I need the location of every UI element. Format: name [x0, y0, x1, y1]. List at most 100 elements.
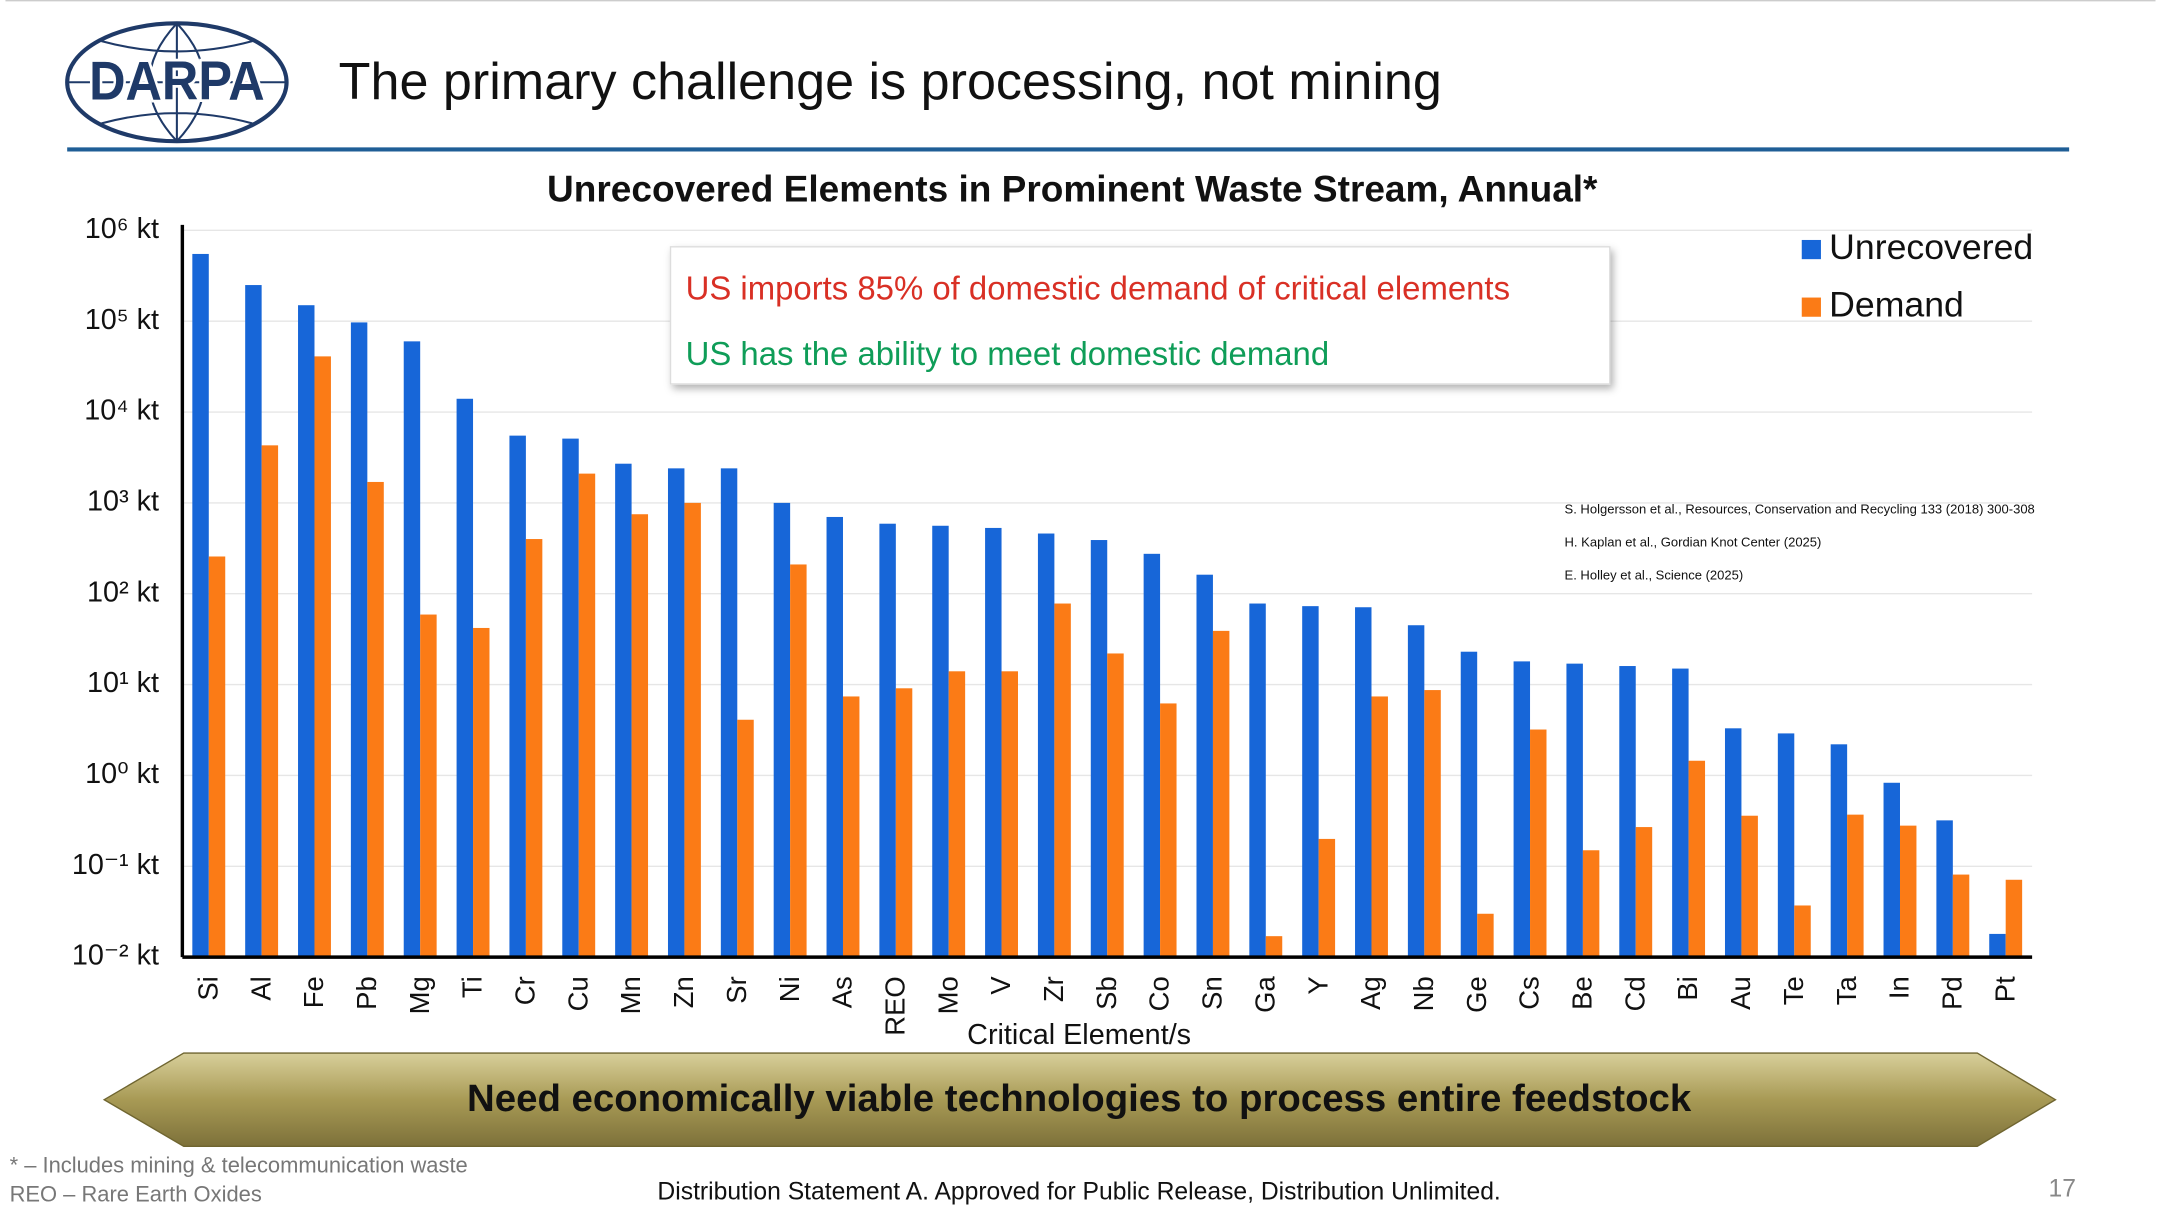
bar	[684, 502, 701, 958]
bar	[932, 525, 949, 958]
page-number: 17	[2049, 1176, 2076, 1203]
x-tick-label: Zn	[668, 976, 699, 1008]
bar	[879, 523, 896, 958]
bar	[773, 502, 791, 958]
bar	[1936, 820, 1953, 958]
x-tick-label: As	[827, 976, 858, 1008]
bar	[2005, 879, 2023, 958]
bar	[208, 556, 226, 958]
x-tick-label: Be	[1567, 976, 1598, 1010]
y-tick-label: 10⁰ kt	[85, 758, 159, 790]
x-tick-label: Sn	[1197, 976, 1228, 1010]
legend-swatch	[1801, 297, 1821, 317]
bar	[895, 688, 913, 958]
x-tick-label: Nb	[1408, 976, 1439, 1011]
bar	[1530, 729, 1547, 958]
bar	[1777, 733, 1795, 958]
distribution-statement: Distribution Statement A. Approved for P…	[657, 1178, 1500, 1205]
bar	[1582, 850, 1600, 958]
bar	[1619, 666, 1636, 958]
bar	[456, 398, 474, 958]
y-tick-label: 10² kt	[87, 576, 159, 608]
bar	[1143, 553, 1161, 958]
y-tick-label: 10⁴ kt	[84, 395, 159, 427]
bar	[1212, 630, 1230, 958]
x-tick-label: V	[985, 976, 1016, 995]
x-tick-label: Bi	[1672, 976, 1703, 1000]
x-tick-label: Fe	[298, 976, 329, 1008]
y-tick-label: 10³ kt	[87, 485, 159, 517]
x-tick-label: Mo	[932, 976, 963, 1014]
bar	[562, 438, 579, 958]
bar	[1302, 606, 1319, 958]
x-tick-label: Ag	[1355, 976, 1386, 1010]
y-tick-label: 10⁵ kt	[85, 304, 159, 336]
bar	[842, 696, 860, 958]
x-tick-label: Al	[245, 976, 276, 1000]
legend-label: Unrecovered	[1829, 227, 2033, 267]
bar	[1883, 782, 1900, 958]
y-tick-label: 10¹ kt	[87, 667, 159, 699]
x-axis-title: Critical Element/s	[967, 1019, 1191, 1051]
bar	[1724, 728, 1742, 958]
bar	[1794, 905, 1811, 958]
bar	[1847, 814, 1864, 958]
bar	[720, 468, 738, 958]
x-tick-label: Sb	[1091, 976, 1122, 1010]
bar	[1196, 574, 1213, 958]
bar	[1830, 744, 1848, 958]
bar	[350, 322, 368, 958]
bar	[578, 473, 596, 958]
bar	[1989, 933, 2006, 958]
bar	[1477, 913, 1494, 958]
bar	[1899, 825, 1917, 958]
bar	[667, 468, 685, 958]
bar	[245, 285, 262, 958]
bar	[192, 253, 209, 958]
bar	[1054, 603, 1071, 958]
bar	[403, 341, 421, 958]
slide-title: The primary challenge is processing, not…	[339, 53, 1442, 111]
bar	[1090, 540, 1108, 958]
bar	[826, 516, 843, 958]
x-tick-label: Cd	[1619, 976, 1650, 1011]
x-tick-label: REO	[879, 976, 910, 1035]
citation: S. Holgersson et al., Resources, Conserv…	[1565, 502, 2035, 517]
bar	[790, 564, 807, 958]
bar	[1265, 936, 1283, 958]
bar	[314, 356, 331, 958]
bar	[1160, 703, 1177, 958]
bar	[1001, 671, 1018, 958]
bar	[1952, 874, 1970, 958]
bar	[1424, 690, 1441, 958]
x-tick-label: Ga	[1249, 976, 1280, 1013]
annotation-box	[669, 246, 1611, 385]
annotation-green: US has the ability to meet domestic dema…	[686, 335, 1330, 372]
bar	[1318, 838, 1336, 958]
citation: E. Holley et al., Science (2025)	[1565, 567, 1744, 582]
annotation-red: US imports 85% of domestic demand of cri…	[686, 269, 1510, 306]
footnote: * – Includes mining & telecommunication …	[10, 1153, 468, 1178]
bar	[948, 671, 966, 958]
x-tick-label: Ni	[774, 976, 805, 1002]
bar	[1741, 815, 1758, 958]
bar	[420, 614, 437, 958]
x-tick-label: Pb	[351, 976, 382, 1010]
legend-label: Demand	[1829, 285, 1964, 325]
x-tick-label: Mn	[615, 976, 646, 1014]
x-tick-label: Cr	[510, 976, 541, 1005]
chart: 10⁻² kt 10⁻¹ kt 10⁰ kt 10¹ kt 10² kt 10³ kt 10…	[72, 213, 2033, 1051]
bar	[525, 539, 543, 958]
y-tick-label: 10⁶ kt	[85, 213, 159, 245]
bar	[367, 481, 384, 958]
bar	[1513, 661, 1531, 958]
bar	[615, 463, 632, 958]
x-tick-label: Pt	[1989, 976, 2020, 1002]
bar	[1672, 668, 1689, 958]
bar	[1566, 663, 1583, 958]
footnote: REO – Rare Earth Oxides	[10, 1181, 262, 1206]
x-tick-label: Au	[1725, 976, 1756, 1010]
y-tick-label: 10⁻² kt	[72, 940, 159, 972]
bar	[737, 719, 754, 958]
